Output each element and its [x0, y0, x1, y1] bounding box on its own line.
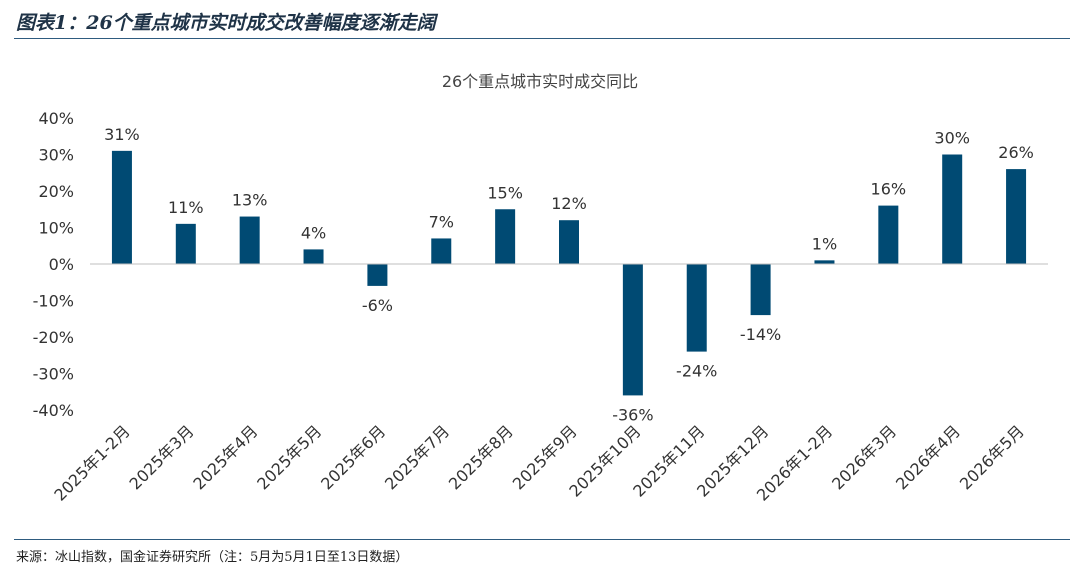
- data-label: -6%: [362, 296, 393, 315]
- y-axis: 40% 30% 20% 10% 0% -10% -20% -30% -40%: [33, 109, 74, 420]
- data-label: 31%: [104, 125, 140, 144]
- data-label: 11%: [168, 198, 204, 217]
- bar: [686, 264, 707, 352]
- y-tick-label: -20%: [33, 328, 74, 347]
- figure-title: 图表1：26个重点城市实时成交改善幅度逐渐走阔: [16, 12, 436, 34]
- x-tick-label: 2025年5月: [253, 421, 325, 493]
- bar: [239, 216, 260, 264]
- data-label: 16%: [871, 180, 907, 199]
- x-tick-label: 2026年4月: [892, 421, 964, 493]
- x-tick-label: 2025年8月: [445, 421, 517, 493]
- data-label: -14%: [740, 325, 781, 344]
- data-label: 1%: [812, 234, 837, 253]
- footer-divider: [14, 539, 1070, 540]
- y-tick-label: 20%: [38, 182, 74, 201]
- x-tick-label: 2025年4月: [189, 421, 261, 493]
- bar: [1006, 169, 1027, 264]
- data-label: -36%: [612, 405, 653, 424]
- bars: [111, 150, 1027, 396]
- data-label: -24%: [676, 362, 717, 381]
- data-labels: 31% 11% 13% 4% -6% 7% 15% 12% -36% -24% -14% 1% 16% 3…: [104, 125, 1034, 425]
- data-label: 13%: [232, 191, 268, 210]
- data-label: 7%: [429, 212, 454, 231]
- data-label: 30%: [934, 129, 970, 148]
- y-tick-label: 0%: [49, 255, 74, 274]
- bar: [111, 150, 132, 264]
- data-label: 4%: [301, 223, 326, 242]
- x-tick-label: 2025年6月: [317, 421, 389, 493]
- x-tick-label: 2025年1-2月: [50, 421, 133, 504]
- chart-title: 26个重点城市实时成交同比: [442, 72, 638, 91]
- header-divider: [14, 38, 1070, 39]
- bar: [622, 264, 643, 396]
- y-tick-label: 30%: [38, 146, 74, 165]
- bar: [495, 209, 516, 264]
- bar: [750, 264, 771, 316]
- y-tick-label: -10%: [33, 292, 74, 311]
- y-tick-label: 10%: [38, 219, 74, 238]
- x-tick-label: 2025年7月: [381, 421, 453, 493]
- bar: [431, 238, 452, 264]
- y-tick-label: -30%: [33, 365, 74, 384]
- x-tick-label: 2026年5月: [956, 421, 1028, 493]
- y-tick-label: 40%: [38, 109, 74, 128]
- x-axis: 2025年1-2月2025年3月2025年4月2025年5月2025年6月202…: [50, 421, 1027, 504]
- data-label: 26%: [998, 143, 1034, 162]
- x-tick-label: 2025年3月: [126, 421, 198, 493]
- bar: [303, 249, 324, 264]
- y-tick-label: -40%: [33, 401, 74, 420]
- bar: [367, 264, 388, 286]
- data-label: 12%: [551, 194, 587, 213]
- bar: [559, 220, 579, 264]
- bar: [175, 223, 196, 264]
- x-tick-label: 2026年3月: [828, 421, 900, 493]
- data-label: 15%: [487, 183, 523, 202]
- bar: [878, 205, 899, 264]
- bar: [942, 154, 963, 264]
- source-note: 来源：冰山指数，国金证券研究所（注：5月为5月1日至13日数据）: [16, 550, 409, 565]
- bar: [814, 260, 835, 264]
